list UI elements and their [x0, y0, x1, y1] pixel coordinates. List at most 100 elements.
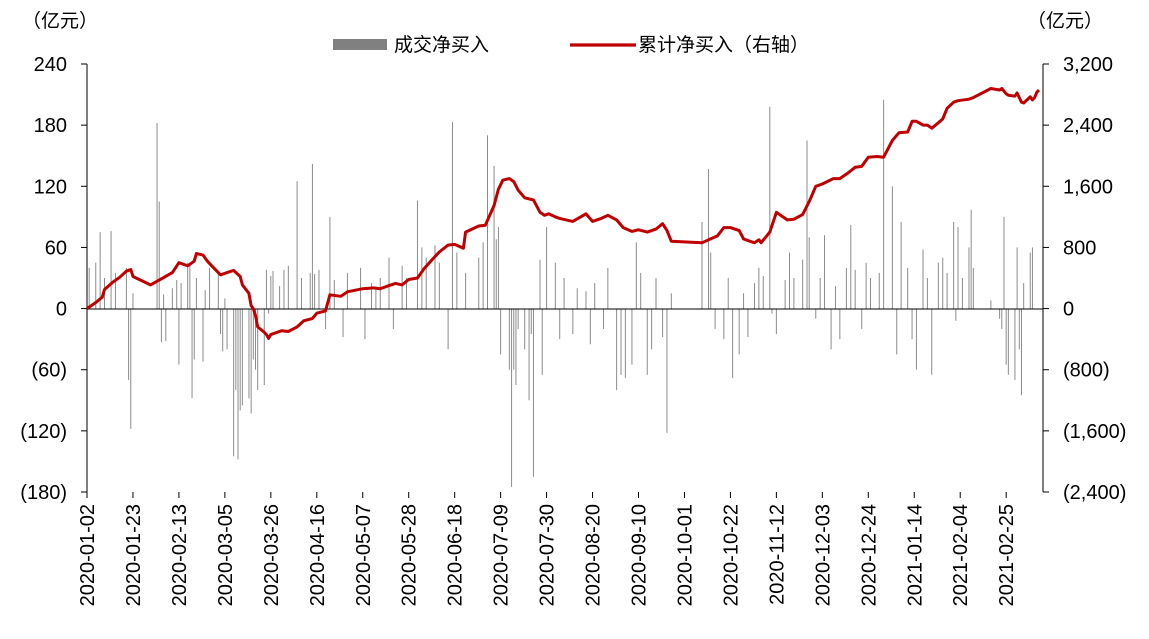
left-tick-label: 180	[34, 115, 67, 137]
net-buy-bar	[990, 300, 992, 309]
net-buy-bar	[1018, 308, 1020, 350]
net-buy-bar	[478, 257, 480, 309]
x-date-label: 2021-02-25	[996, 504, 1018, 606]
net-buy-bar	[631, 308, 633, 365]
net-buy-bar	[806, 140, 808, 309]
x-date-label: 2020-10-01	[675, 504, 697, 606]
net-buy-bar	[325, 308, 327, 329]
net-buy-bar	[263, 308, 265, 385]
net-buy-bar	[95, 262, 97, 309]
net-buy-bar	[972, 267, 974, 309]
net-buy-bar	[220, 308, 221, 335]
net-buy-bar	[265, 269, 267, 309]
net-buy-bar	[883, 99, 885, 309]
left-tick-label: 0	[56, 299, 67, 321]
net-buy-bars	[88, 99, 1033, 487]
net-buy-bar	[532, 308, 534, 477]
net-buy-bar	[701, 221, 703, 309]
net-buy-bar	[793, 278, 795, 309]
left-tick-label: 60	[45, 237, 67, 259]
net-buy-bar	[769, 106, 771, 309]
right-tick-label: 800	[1063, 237, 1096, 259]
net-buy-bar	[907, 267, 909, 309]
net-buy-bar	[239, 308, 241, 411]
net-buy-bar	[252, 308, 254, 360]
net-buy-bar	[311, 163, 313, 309]
net-buy-bar	[666, 308, 668, 433]
right-axis-labels: 3,200 2,400 1,600 800 0 (800) (1,600) (2,400)	[1063, 54, 1126, 504]
net-buy-bar	[743, 293, 745, 309]
x-date-label: 2020-03-26	[261, 504, 283, 606]
net-buy-bar	[180, 283, 182, 309]
net-buy-bar	[762, 275, 764, 309]
cumulative-line	[86, 87, 1041, 340]
net-buy-bar	[646, 308, 648, 375]
net-buy-bar	[865, 262, 867, 309]
net-buy-bar	[314, 273, 316, 309]
left-axis-ticks	[81, 63, 87, 493]
net-buy-bar	[493, 165, 495, 309]
net-buy-bar	[732, 308, 734, 378]
net-buy-bar	[508, 308, 510, 370]
net-buy-bar	[594, 283, 596, 309]
net-buy-bar	[224, 298, 226, 309]
net-buy-bar	[911, 308, 913, 340]
net-buy-bar	[999, 308, 1001, 319]
net-buy-bar	[270, 275, 272, 309]
net-buy-bar	[546, 227, 548, 309]
net-buy-bar	[808, 237, 810, 309]
net-buy-bar	[900, 221, 902, 309]
net-buy-bar	[620, 308, 622, 375]
net-buy-bar	[554, 262, 556, 309]
legend-line-label: 累计净买入（右轴）	[638, 34, 809, 56]
net-buy-bar	[160, 308, 162, 343]
net-buy-bar	[970, 209, 972, 309]
net-buy-bar	[235, 308, 237, 391]
net-buy-bar	[1014, 308, 1016, 380]
net-buy-bar	[517, 308, 519, 329]
net-buy-bar	[342, 308, 344, 338]
net-buy-bar	[655, 278, 657, 309]
x-date-label: 2020-02-13	[169, 504, 191, 606]
x-date-label: 2020-09-10	[629, 504, 651, 606]
net-buy-bar	[156, 123, 158, 309]
net-buy-bar	[456, 252, 458, 309]
net-buy-bar	[1029, 252, 1031, 309]
net-buy-bar	[163, 294, 165, 309]
net-buy-bar	[651, 308, 653, 350]
net-buy-bar	[670, 293, 672, 309]
net-buy-bar	[425, 257, 427, 309]
net-buy-bar	[955, 308, 957, 321]
net-buy-bar	[926, 278, 928, 309]
net-buy-bar	[255, 308, 257, 370]
net-buy-bar	[125, 267, 127, 309]
net-buy-bar	[854, 269, 856, 309]
x-date-label: 2020-08-20	[583, 504, 605, 606]
net-buy-bar	[931, 308, 933, 375]
left-tick-label: 240	[34, 54, 67, 76]
left-unit-label: （亿元）	[22, 10, 98, 32]
net-buy-bar	[128, 308, 130, 380]
net-buy-bar	[1001, 308, 1003, 329]
net-buy-bar	[771, 308, 773, 314]
net-buy-bar	[132, 293, 134, 309]
net-buy-bar	[513, 308, 515, 370]
net-buy-bar	[447, 308, 449, 350]
net-buy-bar	[861, 308, 863, 329]
right-tick-label: (1,600)	[1063, 421, 1126, 443]
net-buy-bar	[497, 227, 499, 309]
net-buy-bar	[850, 225, 852, 309]
net-buy-bar	[1003, 216, 1005, 309]
net-buy-bar	[602, 308, 604, 329]
net-buy-bar	[1016, 247, 1018, 309]
net-buy-bar	[272, 270, 274, 309]
net-buy-bar	[178, 308, 180, 365]
net-buy-bar	[1023, 283, 1025, 309]
x-date-label: 2020-07-30	[537, 504, 559, 606]
net-buy-bar	[379, 278, 381, 309]
net-buy-bar	[953, 221, 955, 309]
net-buy-bar	[891, 186, 893, 309]
net-buy-bar	[957, 227, 959, 309]
net-buy-bar	[528, 308, 530, 401]
net-buy-bar	[710, 252, 712, 309]
